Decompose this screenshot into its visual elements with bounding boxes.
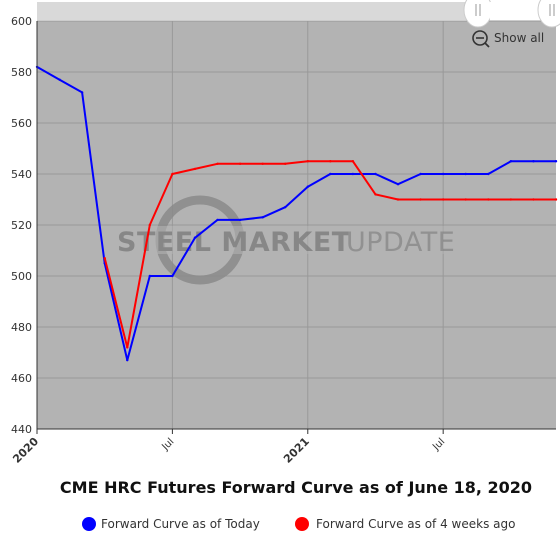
navigator-strip	[37, 2, 556, 20]
legend: Forward Curve as of Today Forward Curve …	[82, 517, 515, 531]
legend-label-4-weeks-ago[interactable]: Forward Curve as of 4 weeks ago	[316, 517, 515, 531]
legend-label-today[interactable]: Forward Curve as of Today	[101, 517, 260, 531]
series-0-point-16[interactable]	[396, 183, 400, 186]
series-1-point-5[interactable]	[216, 162, 219, 165]
series-0-point-5[interactable]	[148, 274, 152, 278]
y-tick-label-480: 480	[11, 321, 32, 334]
series-1-point-6[interactable]	[238, 162, 242, 165]
x-axis-ticks: 2020 Jul 2021 Jul	[10, 429, 447, 466]
series-0-point-12[interactable]	[306, 185, 309, 188]
series-1-point-20[interactable]	[554, 198, 558, 201]
series-1-point-17[interactable]	[487, 198, 490, 201]
series-0-point-4[interactable]	[126, 358, 129, 362]
y-tick-label-580: 580	[11, 66, 32, 79]
series-1-point-12[interactable]	[374, 193, 377, 196]
legend-marker-today	[82, 517, 96, 531]
series-0-point-15[interactable]	[374, 172, 377, 176]
watermark: STEEL MARKET UPDATE	[112, 195, 455, 285]
series-1-point-11[interactable]	[351, 160, 355, 163]
series-0-point-20[interactable]	[487, 172, 490, 176]
series-0-point-6[interactable]	[171, 274, 174, 278]
series-1-point-0[interactable]	[103, 256, 106, 260]
navigator-window[interactable]	[490, 2, 542, 20]
y-tick-label-440: 440	[11, 423, 32, 436]
series-0-point-13[interactable]	[329, 172, 332, 176]
series-0-point-19[interactable]	[464, 172, 467, 176]
y-tick-label-600: 600	[11, 15, 32, 28]
y-tick-label-460: 460	[11, 372, 32, 385]
series-1-point-9[interactable]	[306, 160, 309, 163]
series-1-point-14[interactable]	[419, 198, 422, 201]
navigator-handle-right[interactable]	[537, 0, 560, 28]
show-all-button[interactable]: Show all	[472, 30, 544, 48]
series-0-point-9[interactable]	[238, 218, 242, 222]
chart-title: CME HRC Futures Forward Curve as of June…	[60, 478, 532, 497]
legend-item-today[interactable]: Forward Curve as of Today	[82, 517, 260, 531]
series-1-point-19[interactable]	[532, 198, 535, 201]
y-tick-label-520: 520	[11, 219, 32, 232]
x-tick-label-1: Jul	[159, 436, 176, 453]
series-0-point-22[interactable]	[532, 160, 535, 163]
watermark-text-light: UPDATE	[346, 227, 455, 258]
series-1-point-3[interactable]	[171, 172, 174, 176]
series-0-point-11[interactable]	[284, 205, 287, 209]
watermark-text-bold: STEEL MARKET	[117, 227, 351, 258]
series-1-point-1[interactable]	[126, 346, 129, 349]
series-1-point-16[interactable]	[464, 198, 467, 201]
zoom-out-icon[interactable]	[472, 30, 490, 48]
y-tick-label-500: 500	[11, 270, 32, 283]
x-tick-label-0: 2020	[10, 435, 41, 466]
y-tick-label-540: 540	[11, 168, 32, 181]
series-layer	[35, 65, 558, 362]
legend-item-4-weeks-ago[interactable]: Forward Curve as of 4 weeks ago	[295, 517, 515, 531]
watermark-band	[112, 226, 452, 254]
series-1-point-15[interactable]	[441, 198, 445, 201]
series-0-point-1[interactable]	[58, 78, 61, 81]
series-1-point-8[interactable]	[284, 162, 287, 165]
series-0-point-2[interactable]	[80, 91, 84, 94]
series-0-point-7[interactable]	[193, 236, 197, 239]
x-tick-label-3: Jul	[430, 436, 447, 453]
series-0-point-8[interactable]	[216, 218, 219, 222]
series-0-point-23[interactable]	[554, 160, 558, 163]
x-tick-label-2: 2021	[281, 435, 312, 466]
series-1-point-10[interactable]	[329, 160, 332, 163]
series-0-point-10[interactable]	[261, 216, 264, 219]
series-0-point-18[interactable]	[441, 172, 445, 176]
series-1-point-7[interactable]	[261, 162, 264, 165]
series-0-point-17[interactable]	[419, 172, 422, 176]
series-0-point-21[interactable]	[509, 160, 513, 163]
series-1-point-13[interactable]	[396, 198, 400, 201]
series-1-point-4[interactable]	[193, 167, 197, 171]
legend-marker-4-weeks-ago	[295, 517, 309, 531]
series-0-point-14[interactable]	[351, 172, 355, 176]
y-tick-label-560: 560	[11, 117, 32, 130]
series-1-point-2[interactable]	[148, 223, 152, 227]
series-line-0[interactable]	[36, 66, 556, 362]
show-all-label[interactable]: Show all	[494, 31, 544, 45]
y-axis-ticks: 440 460 480 500 520 540 560 580 600	[11, 15, 32, 436]
series-1-point-18[interactable]	[509, 198, 513, 201]
